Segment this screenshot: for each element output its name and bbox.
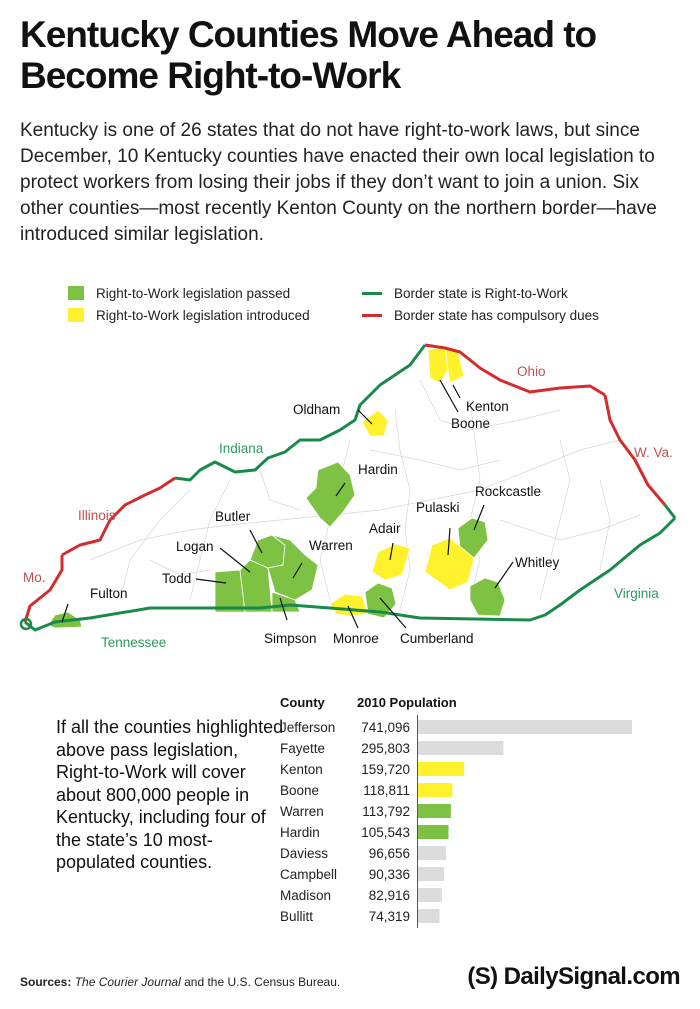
- border-tennessee: [24, 516, 677, 632]
- legend-fill: Right-to-Work legislation passed Right-t…: [68, 282, 310, 326]
- legend-item-border-dues: Border state has compulsory dues: [362, 304, 599, 326]
- row-population-label: 96,656: [369, 846, 410, 861]
- county-label-pulaski: Pulaski: [416, 500, 460, 515]
- intro-paragraph: Kentucky is one of 26 states that do not…: [20, 120, 657, 245]
- population-bar: [418, 867, 445, 881]
- border-virginia: [663, 504, 677, 519]
- row-population-label: 741,096: [361, 720, 410, 735]
- population-bar: [418, 909, 440, 923]
- county-label-oldham: Oldham: [293, 402, 340, 417]
- legend-item-border-rtw: Border state is Right-to-Work: [362, 282, 599, 304]
- row-county-label: Kenton: [280, 762, 323, 777]
- legend-border: Border state is Right-to-Work Border sta…: [362, 282, 599, 326]
- state-label-ohio: Ohio: [517, 364, 546, 379]
- sources-rest: and the U.S. Census Bureau.: [184, 975, 341, 989]
- side-note: If all the counties highlighted above pa…: [56, 717, 284, 872]
- county-label-rockcastle: Rockcastle: [475, 484, 541, 499]
- row-county-label: Campbell: [280, 867, 337, 882]
- row-population-label: 159,720: [361, 762, 410, 777]
- legend-label-border-dues: Border state has compulsory dues: [394, 307, 599, 323]
- row-county-label: Madison: [280, 888, 331, 903]
- county-pulaski: [424, 537, 475, 591]
- county-label-hardin: Hardin: [358, 462, 398, 477]
- row-county-label: Bullitt: [280, 909, 313, 924]
- legend-item-introduced: Right-to-Work legislation introduced: [68, 304, 310, 326]
- county-label-monroe: Monroe: [333, 631, 379, 646]
- county-adair: [371, 543, 411, 581]
- state-label-tennessee: Tennessee: [101, 635, 166, 650]
- row-county-label: Hardin: [280, 825, 320, 840]
- introduced-swatch: [68, 308, 84, 322]
- row-population-label: 82,916: [369, 888, 410, 903]
- legend-item-passed: Right-to-Work legislation passed: [68, 282, 310, 304]
- page-title: Kentucky Counties Move Ahead to Become R…: [20, 14, 597, 96]
- row-population-label: 74,319: [369, 909, 410, 924]
- legend-label-introduced: Right-to-Work legislation introduced: [96, 307, 310, 323]
- population-bar: [418, 741, 504, 755]
- legend-label-border-rtw: Border state is Right-to-Work: [394, 285, 568, 301]
- county-label-simpson: Simpson: [264, 631, 317, 646]
- population-bar: [418, 783, 453, 797]
- county-oldham: [361, 409, 389, 437]
- row-county-label: Jefferson: [280, 720, 335, 735]
- row-population-label: 90,336: [369, 867, 410, 882]
- column-header-population: 2010 Population: [357, 695, 457, 710]
- county-whitley: [469, 577, 506, 617]
- state-label-illinois: Illinois: [78, 508, 116, 523]
- red-line-key: [362, 313, 382, 317]
- daily-signal-logo: (S) DailySignal.com: [467, 963, 680, 990]
- row-population-label: 295,803: [361, 741, 410, 756]
- population-bar: [418, 804, 451, 818]
- sources-italic: The Courier Journal: [74, 975, 181, 989]
- county-label-warren: Warren: [309, 538, 353, 553]
- county-label-logan: Logan: [176, 539, 214, 554]
- row-county-label: Fayette: [280, 741, 325, 756]
- passed-swatch: [68, 286, 84, 300]
- column-header-county: County: [280, 695, 326, 710]
- row-population-label: 118,811: [363, 783, 410, 798]
- sources-label: Sources:: [20, 975, 72, 989]
- county-label-todd: Todd: [162, 571, 191, 586]
- population-bar: [418, 762, 465, 776]
- row-population-label: 113,792: [362, 804, 410, 819]
- border-indiana: [174, 344, 427, 482]
- county-label-boone: Boone: [451, 416, 490, 431]
- state-label-virginia: Virginia: [614, 586, 659, 601]
- population-bar: [418, 720, 632, 734]
- county-label-adair: Adair: [369, 521, 401, 536]
- county-label-whitley: Whitley: [515, 555, 560, 570]
- border-missouri: [23, 555, 64, 623]
- sources-note: Sources: The Courier Journal and the U.S…: [20, 975, 340, 989]
- state-label-wva: W. Va.: [634, 445, 673, 460]
- green-line-key: [362, 291, 382, 295]
- border-wva: [603, 394, 667, 506]
- kentucky-map: Ohio Indiana Illinois W. Va. Virginia Te…: [19, 343, 677, 650]
- row-population-label: 105,543: [361, 825, 410, 840]
- county-label-fulton: Fulton: [90, 586, 128, 601]
- county-label-kenton: Kenton: [466, 399, 509, 414]
- border-ohio: [424, 343, 606, 397]
- state-label-missouri: Mo.: [23, 570, 46, 585]
- border-illinois: [61, 476, 176, 557]
- introduced-counties: [329, 345, 475, 617]
- state-label-indiana: Indiana: [219, 441, 264, 456]
- population-bar: [418, 846, 446, 860]
- county-label-cumberland: Cumberland: [400, 631, 474, 646]
- row-county-label: Daviess: [280, 846, 328, 861]
- population-bar: [418, 888, 442, 902]
- county-lines: [89, 379, 641, 611]
- western-tip: [19, 617, 33, 631]
- county-hardin: [305, 461, 356, 528]
- population-bar: [418, 825, 449, 839]
- row-county-label: Boone: [280, 783, 319, 798]
- population-bar-chart: County 2010 Population Jefferson 741,096 Fay…: [280, 695, 632, 928]
- callout-lines: [61, 379, 514, 629]
- state-borders: [23, 343, 677, 632]
- county-logan: [239, 559, 273, 613]
- county-label-butler: Butler: [215, 509, 251, 524]
- legend-label-passed: Right-to-Work legislation passed: [96, 285, 291, 301]
- row-county-label: Warren: [280, 804, 324, 819]
